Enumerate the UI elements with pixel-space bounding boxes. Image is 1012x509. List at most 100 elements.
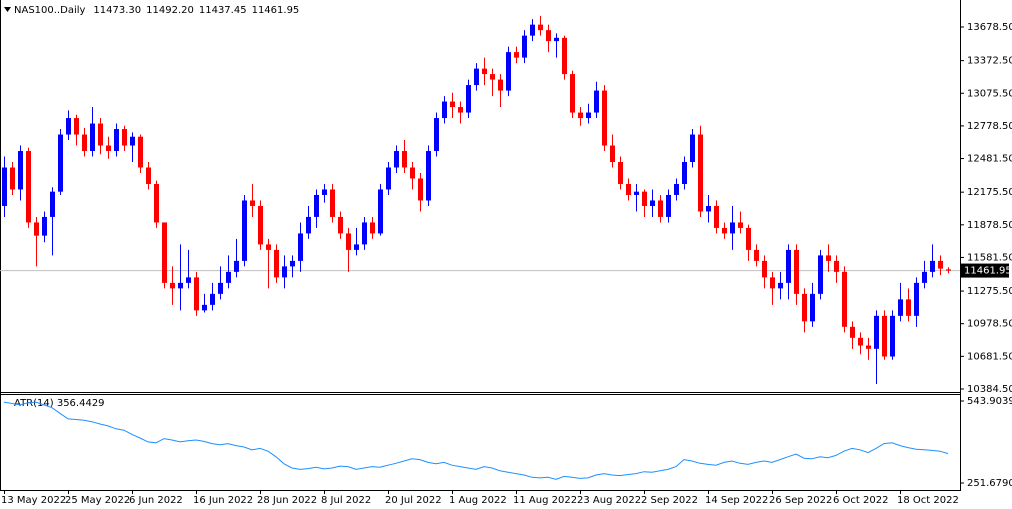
- candle-body: [306, 216, 311, 234]
- candle-body: [866, 345, 871, 349]
- candle-body: [810, 293, 815, 322]
- y-tick-label: 12778.50: [967, 121, 1012, 132]
- candle-body: [370, 222, 375, 234]
- candle-body: [634, 191, 639, 195]
- candle-body: [946, 269, 951, 271]
- ohlc-value: 11492.20: [146, 5, 194, 16]
- candle-body: [138, 136, 143, 168]
- candle-body: [458, 107, 463, 113]
- candle-body: [538, 24, 543, 31]
- x-tick-label: 2 Sep 2022: [641, 495, 698, 506]
- candle-body: [890, 315, 895, 357]
- candle-body: [474, 68, 479, 86]
- candle-body: [794, 249, 799, 294]
- candle-body: [42, 216, 47, 236]
- ohlc-value: 11437.45: [199, 5, 247, 16]
- candle-body: [642, 191, 647, 206]
- candle-body: [554, 37, 559, 42]
- indicator-title: ATR(14) 356.4429: [14, 398, 105, 409]
- candle-body: [314, 194, 319, 217]
- candle-body: [266, 244, 271, 250]
- y-tick-label: 13372.50: [967, 56, 1012, 67]
- ohlc-value: 11461.95: [252, 5, 300, 16]
- candle-body: [826, 255, 831, 261]
- y-tick-label: 12481.50: [967, 154, 1012, 165]
- y-tick-label: 13678.50: [967, 22, 1012, 33]
- candle-body: [234, 260, 239, 272]
- candle-body: [530, 24, 535, 36]
- candle-body: [434, 118, 439, 152]
- candle-body: [914, 282, 919, 316]
- candle-body: [106, 145, 111, 152]
- candle-body: [210, 293, 215, 305]
- candle-body: [330, 189, 335, 217]
- candle-body: [778, 282, 783, 289]
- candle-body: [658, 200, 663, 217]
- candle-body: [170, 282, 175, 289]
- candle-body: [722, 227, 727, 234]
- candle-body: [362, 222, 367, 245]
- candle-body: [226, 271, 231, 283]
- candle-body: [594, 90, 599, 113]
- candle-body: [482, 68, 487, 75]
- candle-body: [130, 136, 135, 146]
- candle-body: [754, 249, 759, 261]
- x-tick-label: 25 May 2022: [65, 495, 130, 506]
- x-tick-label: 1 Aug 2022: [449, 495, 507, 506]
- y-tick-label: 12175.50: [967, 187, 1012, 198]
- candle-body: [410, 167, 415, 179]
- candle-body: [354, 244, 359, 250]
- x-tick-label: 11 Aug 2022: [513, 495, 577, 506]
- x-tick-label: 16 Jun 2022: [193, 495, 253, 506]
- candle-body: [98, 123, 103, 146]
- candle-body: [730, 222, 735, 234]
- candle-body: [506, 52, 511, 91]
- x-tick-label: 8 Jul 2022: [321, 495, 371, 506]
- x-tick-label: 13 May 2022: [1, 495, 66, 506]
- candle-body: [66, 118, 71, 135]
- candle-body: [322, 189, 327, 195]
- candle-body: [874, 315, 879, 349]
- candle-body: [338, 216, 343, 234]
- x-tick-label: 6 Oct 2022: [833, 495, 888, 506]
- candle-body: [258, 205, 263, 245]
- atr-line: [3, 401, 949, 480]
- candle-body: [738, 222, 743, 228]
- x-tick-label: 14 Sep 2022: [705, 495, 768, 506]
- candle-body: [114, 129, 119, 152]
- y-tick-label: 10681.50: [967, 351, 1012, 362]
- candle-body: [770, 277, 775, 289]
- candle-body: [514, 52, 519, 58]
- y-tick-label: 11878.50: [967, 220, 1012, 231]
- y-tick-label: 10978.50: [967, 319, 1012, 330]
- candle-body: [682, 162, 687, 184]
- candle-body: [834, 260, 839, 272]
- candle-body: [666, 194, 671, 217]
- candle-body: [74, 118, 79, 135]
- candle-body: [898, 299, 903, 316]
- candle-body: [522, 35, 527, 58]
- candle-body: [674, 183, 679, 195]
- candle-body: [82, 134, 87, 152]
- candle-body: [394, 151, 399, 168]
- candle-body: [922, 271, 927, 283]
- candle-body: [578, 112, 583, 119]
- candle-body: [442, 101, 447, 119]
- candle-body: [586, 112, 591, 119]
- chart-title: NAS100..Daily: [14, 5, 85, 16]
- candle-body: [714, 205, 719, 228]
- candle-body: [122, 129, 127, 146]
- candle-body: [802, 293, 807, 322]
- candle-body: [58, 134, 63, 192]
- x-tick-label: 28 Jun 2022: [257, 495, 317, 506]
- candle-body: [162, 222, 167, 283]
- y-tick-label: 10384.50: [967, 384, 1012, 395]
- candle-body: [450, 101, 455, 108]
- x-tick-label: 23 Aug 2022: [577, 495, 641, 506]
- candle-body: [186, 277, 191, 283]
- candle-body: [418, 178, 423, 201]
- x-tick-label: 20 Jul 2022: [385, 495, 442, 506]
- candle-body: [842, 271, 847, 327]
- candle-body: [426, 151, 431, 201]
- candle-body: [858, 337, 863, 346]
